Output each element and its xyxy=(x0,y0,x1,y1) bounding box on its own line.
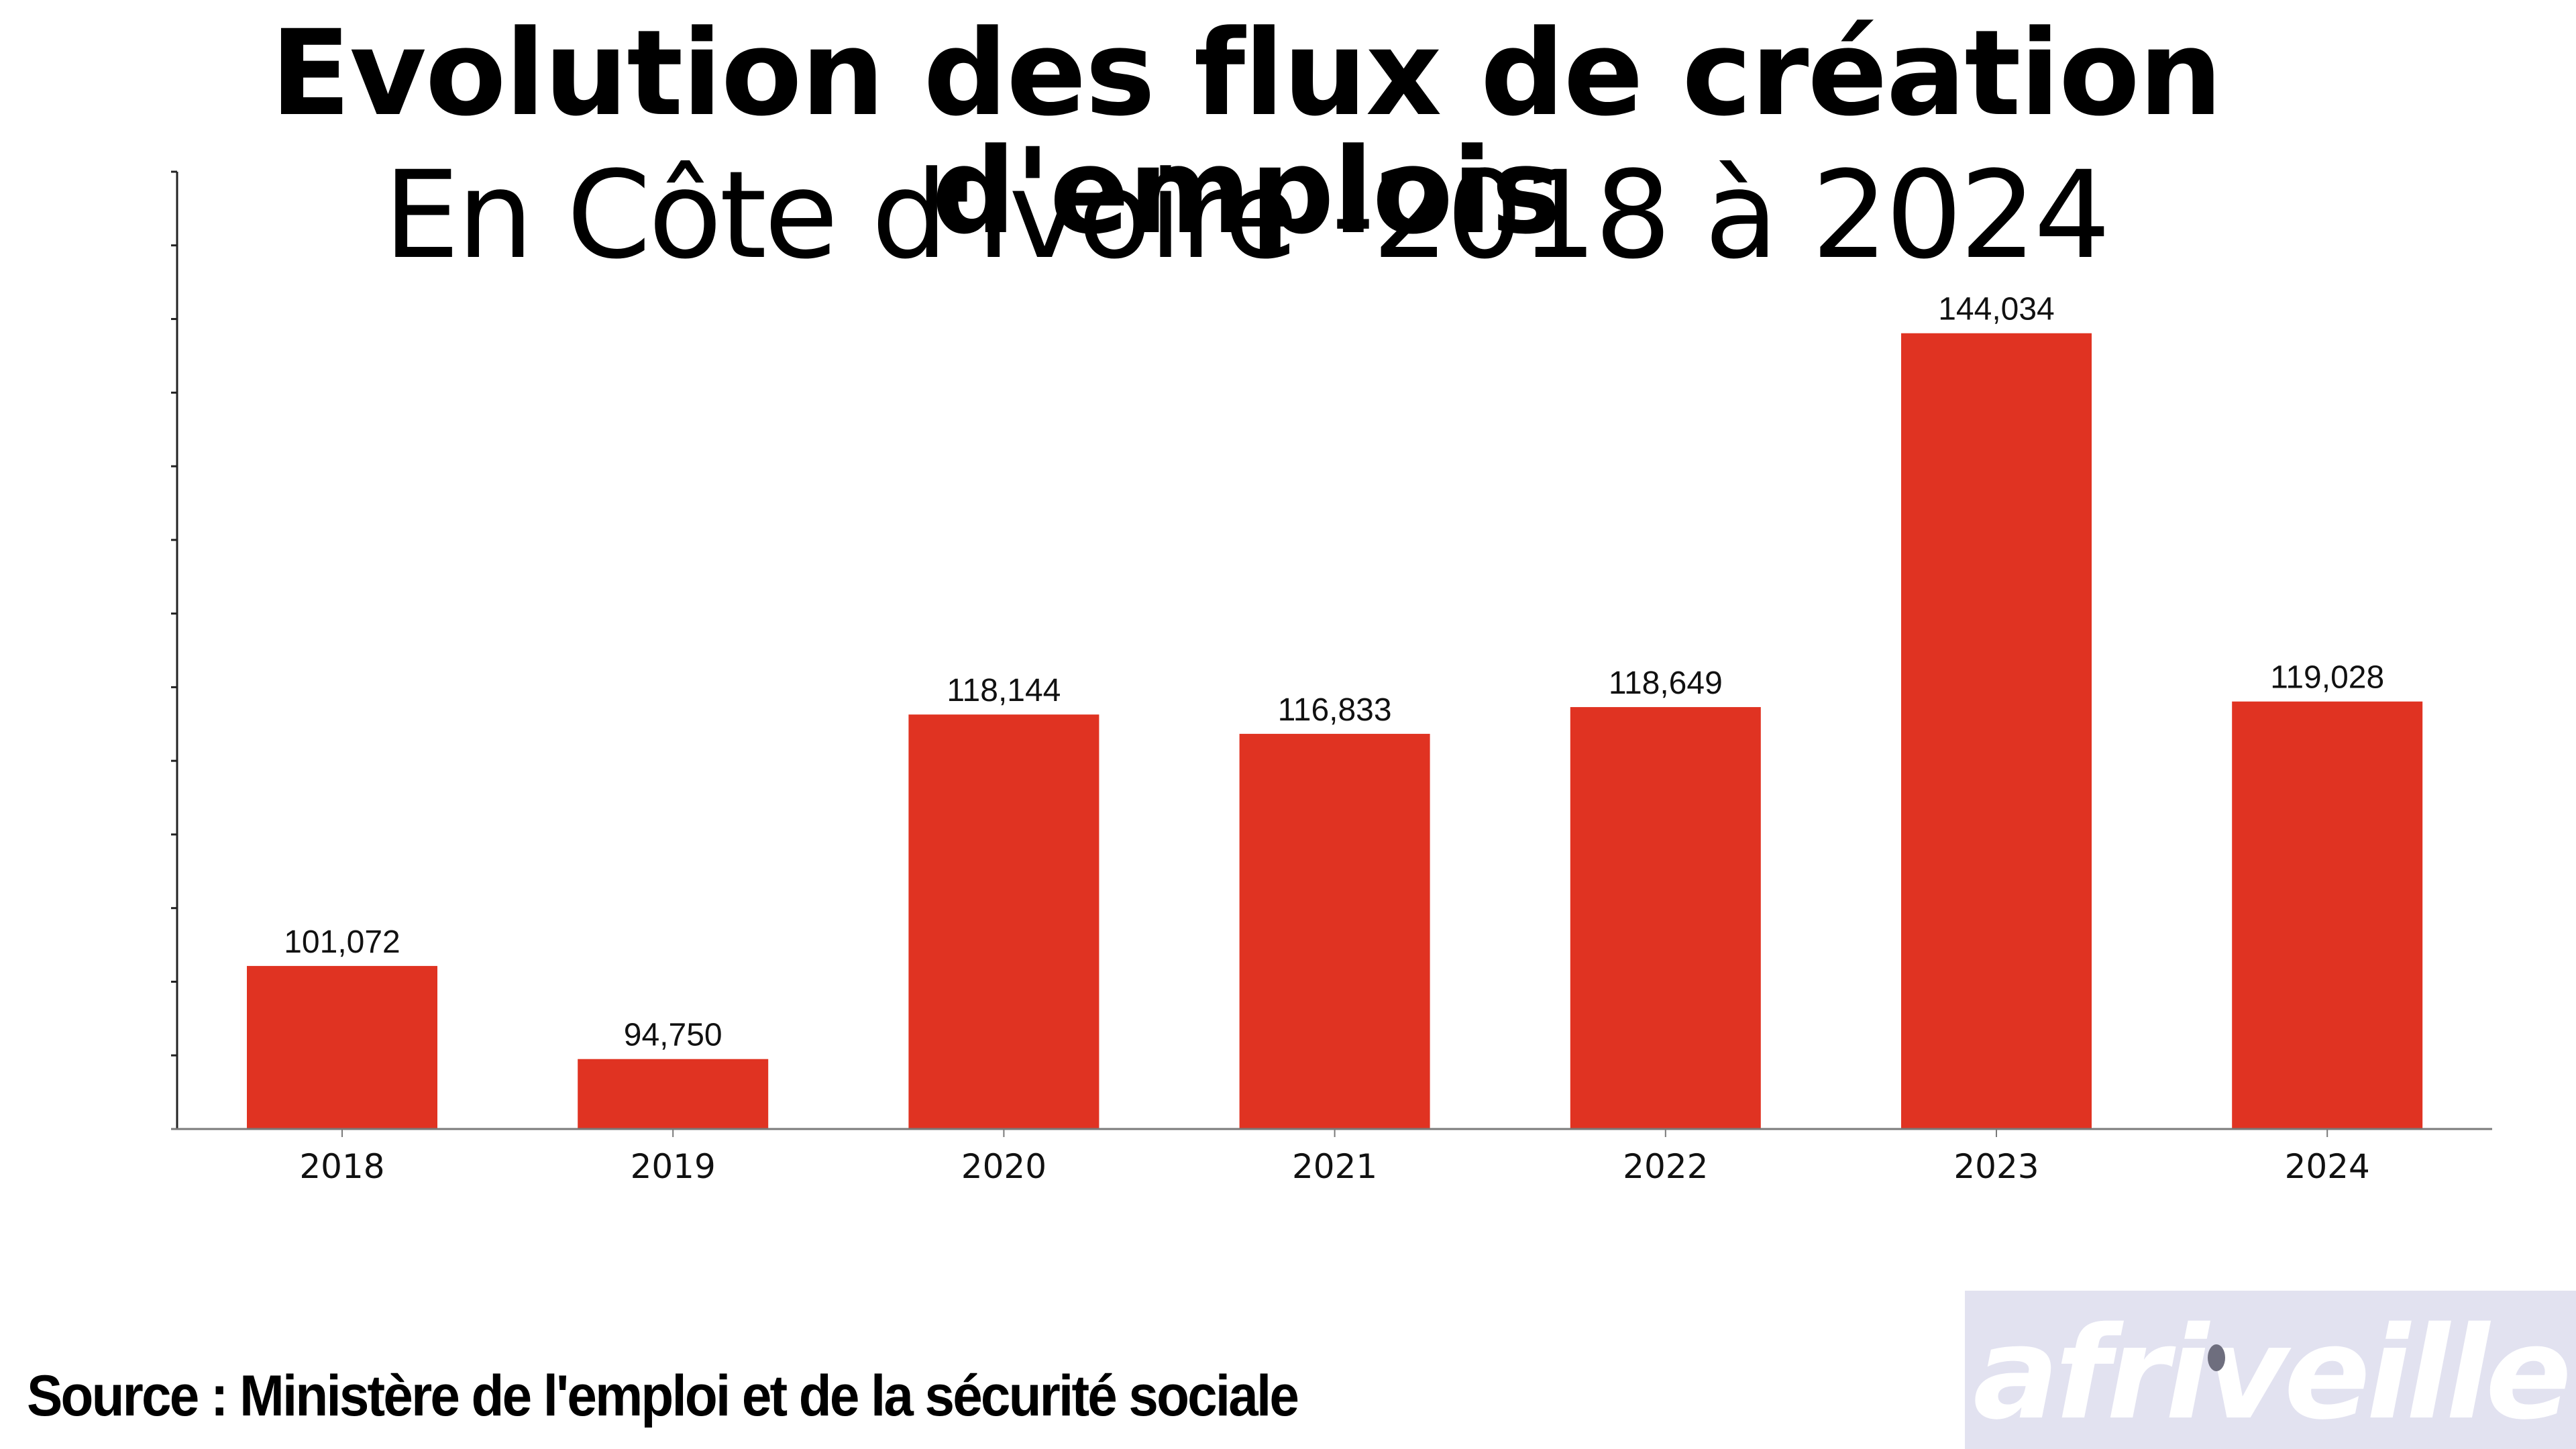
source-note: Source : Ministère de l'emploi et de la … xyxy=(27,1364,1299,1428)
logo-text: afriveille xyxy=(1973,1299,2572,1448)
x-label-2020: 2020 xyxy=(961,1147,1046,1186)
x-label-2018: 2018 xyxy=(299,1147,384,1186)
bar-2019 xyxy=(578,1059,769,1129)
bars xyxy=(247,333,2423,1130)
value-label-2020: 118,144 xyxy=(947,673,1061,708)
value-label-2021: 116,833 xyxy=(1278,692,1392,728)
afriveille-logo: afriveille xyxy=(1965,1291,2576,1449)
value-label-2019: 94,750 xyxy=(624,1018,722,1053)
value-label-2024: 119,028 xyxy=(2270,660,2384,696)
x-label-2022: 2022 xyxy=(1623,1147,1708,1186)
x-axis-ticks xyxy=(341,1129,2328,1137)
chart-subtitle: En Côte d'Ivoire -2018 à 2024 xyxy=(383,146,2111,286)
x-label-2023: 2023 xyxy=(1953,1147,2039,1186)
value-label-2018: 101,072 xyxy=(284,924,400,960)
bar-2020 xyxy=(908,714,1099,1129)
bar-2022 xyxy=(1570,707,1761,1129)
x-label-2024: 2024 xyxy=(2285,1147,2370,1186)
bar-2018 xyxy=(247,965,437,1129)
value-labels: 101,072 94,750 118,144 116,833 118,649 144,03… xyxy=(284,292,2384,1053)
bar-2024 xyxy=(2232,701,2423,1129)
value-label-2022: 118,649 xyxy=(1609,665,1723,701)
bar-2023 xyxy=(1901,333,2092,1130)
value-label-2023: 144,034 xyxy=(1938,292,2055,327)
chart-title: Evolution des flux de création d'emplois xyxy=(270,5,2222,260)
x-label-2019: 2019 xyxy=(631,1147,716,1186)
logo-dot-icon xyxy=(2208,1344,2225,1371)
x-label-2021: 2021 xyxy=(1292,1147,1377,1186)
bar-2021 xyxy=(1239,733,1430,1129)
x-axis-labels: 2018 2019 2020 2021 2022 2023 2024 xyxy=(299,1147,2369,1186)
